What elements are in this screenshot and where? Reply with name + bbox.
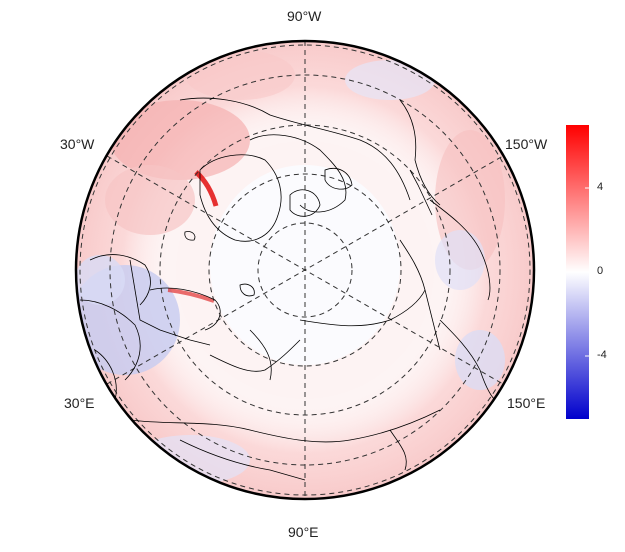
- graticule: [79, 41, 531, 499]
- colorbar-label-4: 4: [597, 181, 604, 193]
- label-30w: 30°W: [60, 136, 95, 152]
- colorbar-label-0: 0: [597, 265, 604, 277]
- label-90w: 90°W: [287, 8, 322, 24]
- label-30e: 30°E: [64, 395, 95, 411]
- label-150e: 150°E: [507, 395, 546, 411]
- label-90e: 90°E: [288, 524, 319, 540]
- colorbar-label-neg4: -4: [597, 349, 607, 361]
- label-150w: 150°W: [505, 136, 548, 152]
- colorbar: [566, 125, 589, 419]
- coastlines: [79, 97, 496, 481]
- colorbar-gradient: [566, 125, 589, 419]
- map-boundary: [74, 39, 536, 501]
